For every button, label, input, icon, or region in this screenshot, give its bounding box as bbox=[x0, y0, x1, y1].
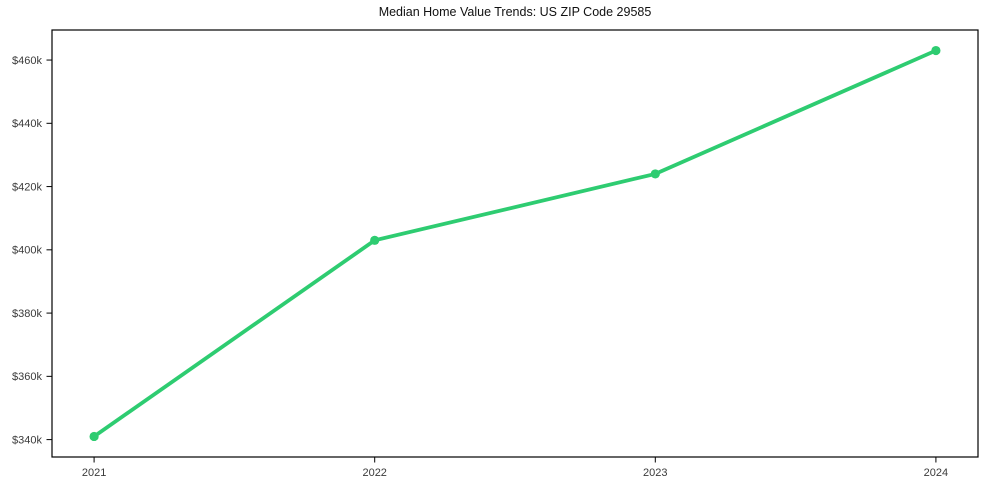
x-tick-label: 2024 bbox=[924, 467, 948, 479]
trend-line bbox=[92, 48, 938, 439]
data-point-marker bbox=[370, 235, 380, 245]
y-tick-label: $360k bbox=[12, 371, 42, 383]
y-tick-label: $340k bbox=[12, 434, 42, 446]
x-tick-label: 2022 bbox=[362, 467, 386, 479]
data-point-marker bbox=[650, 169, 660, 179]
y-tick-label: $380k bbox=[12, 308, 42, 320]
chart-title: Median Home Value Trends: US ZIP Code 29… bbox=[378, 5, 652, 19]
data-point-marker bbox=[931, 45, 941, 56]
x-tick-label: 2023 bbox=[643, 467, 667, 479]
y-tick-label: $400k bbox=[12, 245, 42, 257]
y-tick-label: $420k bbox=[12, 181, 42, 193]
plot-frame bbox=[51, 29, 979, 458]
x-tick-label: 2021 bbox=[82, 467, 106, 479]
y-tick-label: $460k bbox=[12, 55, 42, 67]
data-point-marker bbox=[89, 431, 99, 442]
y-tick-label: $440k bbox=[12, 118, 42, 130]
